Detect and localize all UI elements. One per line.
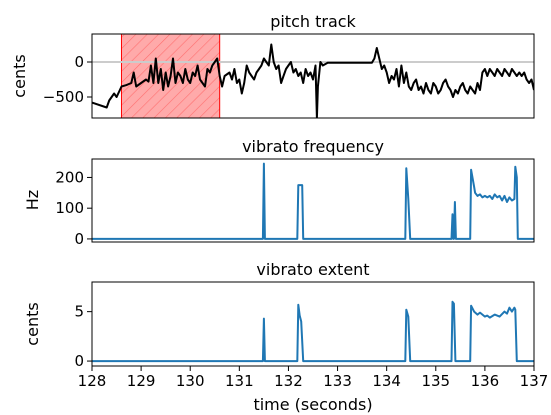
panel-vibrato-frequency: vibrato frequency Hz 200 100 0 [23, 137, 535, 248]
chart-title: pitch track [270, 12, 356, 31]
plot-frame [91, 33, 535, 119]
x-tick-label: 130 [176, 372, 205, 390]
y-tick-label: 0 [74, 352, 84, 370]
x-axis-label: time (seconds) [253, 395, 372, 414]
y-tick-label: 100 [55, 199, 84, 217]
x-tick-label: 129 [127, 372, 156, 390]
x-tick-label: 133 [323, 372, 352, 390]
x-tick-label: 131 [225, 372, 254, 390]
plot-area [92, 34, 534, 118]
x-tick-label: 134 [372, 372, 401, 390]
series-line [92, 43, 534, 118]
y-ticks: 0 −500 [43, 53, 92, 106]
x-tick-label: 137 [520, 372, 549, 390]
y-tick-label: 200 [55, 168, 84, 186]
plot-frame [91, 158, 535, 243]
x-tick-label: 136 [471, 372, 500, 390]
y-ticks: 50 [74, 303, 92, 370]
x-tick-label: 132 [274, 372, 303, 390]
y-tick-label: 0 [74, 53, 84, 71]
chart-title: vibrato extent [256, 260, 369, 279]
y-tick-label: 5 [74, 303, 84, 321]
chart-title: vibrato frequency [242, 137, 384, 156]
x-ticks: 128 129 130 131 132 133 134 135 136 137 [78, 366, 549, 390]
y-ticks: 200 100 0 [55, 168, 92, 248]
y-axis-label: cents [23, 302, 42, 345]
x-tick-label: 135 [421, 372, 450, 390]
plot-frame [91, 281, 535, 367]
y-tick-label: −500 [43, 88, 84, 106]
panel-pitch-track: pitch track cents 0 −500 [10, 12, 535, 119]
panel-vibrato-extent: vibrato extent cents 50 128 129 130 131 132 1… [23, 260, 548, 414]
y-axis-label: Hz [23, 190, 42, 210]
y-tick-label: 0 [74, 230, 84, 248]
series-line [92, 300, 534, 363]
y-axis-label: cents [10, 54, 29, 97]
x-tick-label: 128 [78, 372, 107, 390]
series-line [92, 162, 534, 240]
